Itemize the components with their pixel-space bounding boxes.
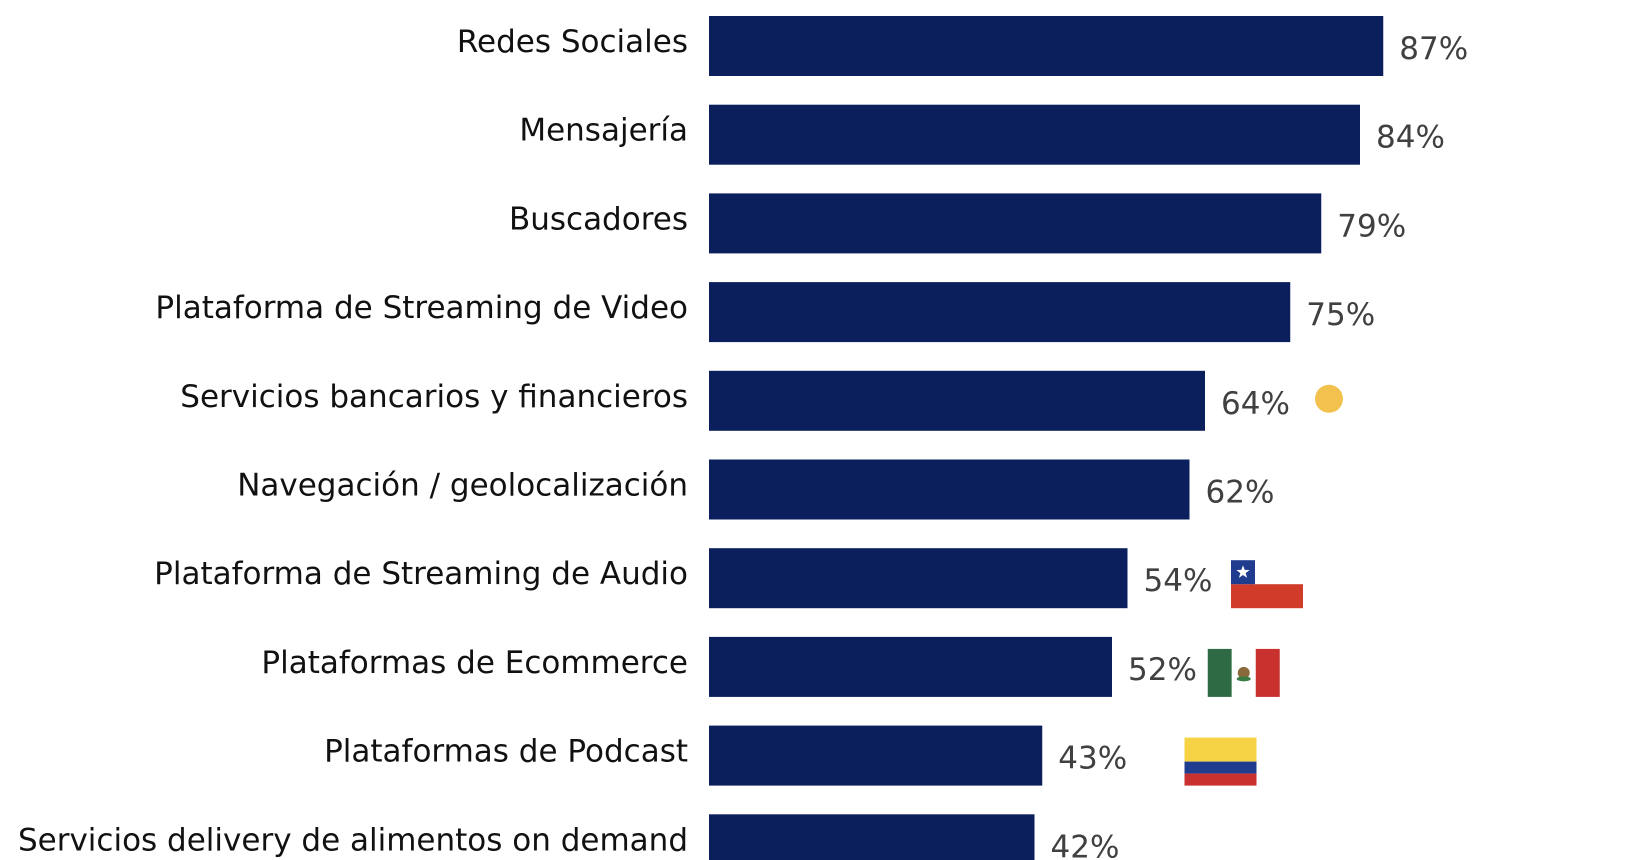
- category-label: Plataforma de Streaming de Audio: [154, 556, 688, 592]
- value-label: 64%: [1221, 386, 1290, 422]
- value-label: 84%: [1376, 120, 1445, 156]
- bar: [709, 193, 1322, 254]
- category-label: Mensajería: [519, 113, 688, 149]
- colombia-flag-icon: [1184, 737, 1257, 786]
- category-label: Servicios delivery de alimentos on deman…: [18, 822, 688, 858]
- value-label: 79%: [1337, 208, 1406, 244]
- category-label: Plataforma de Streaming de Video: [155, 290, 688, 326]
- bar: [709, 16, 1384, 76]
- bar: [709, 814, 1035, 860]
- value-label: 52%: [1128, 652, 1197, 688]
- markers: [1184, 384, 1343, 786]
- mexico-flag-icon: [1207, 648, 1280, 697]
- bar: [709, 636, 1112, 697]
- bar: [709, 370, 1205, 431]
- value-label: 43%: [1058, 741, 1127, 777]
- category-label: Buscadores: [509, 201, 688, 237]
- category-label: Servicios bancarios y financieros: [180, 379, 688, 415]
- bar: [709, 725, 1043, 786]
- category-label: Plataformas de Podcast: [324, 734, 688, 770]
- value-label: 75%: [1306, 297, 1375, 333]
- bars: [709, 16, 1384, 860]
- bar: [709, 459, 1190, 520]
- chile-flag-icon: [1231, 560, 1303, 609]
- category-label: Redes Sociales: [457, 24, 688, 60]
- value-label: 42%: [1051, 829, 1120, 860]
- yellow-dot-icon: [1315, 384, 1343, 413]
- bar: [709, 104, 1360, 165]
- category-labels: Redes Sociales Mensajería Buscadores Plataf…: [18, 24, 688, 858]
- bar: [709, 282, 1291, 343]
- category-label: Plataformas de Ecommerce: [261, 645, 688, 681]
- value-label: 87%: [1399, 31, 1468, 67]
- value-label: 62%: [1206, 475, 1275, 511]
- category-label: Navegación / geolocalización: [237, 468, 688, 504]
- bar: [709, 548, 1128, 609]
- value-label: 54%: [1144, 563, 1213, 599]
- value-labels: 87% 84% 79% 75% 64% 62% 54% 52% 43% 42%: [1051, 31, 1469, 860]
